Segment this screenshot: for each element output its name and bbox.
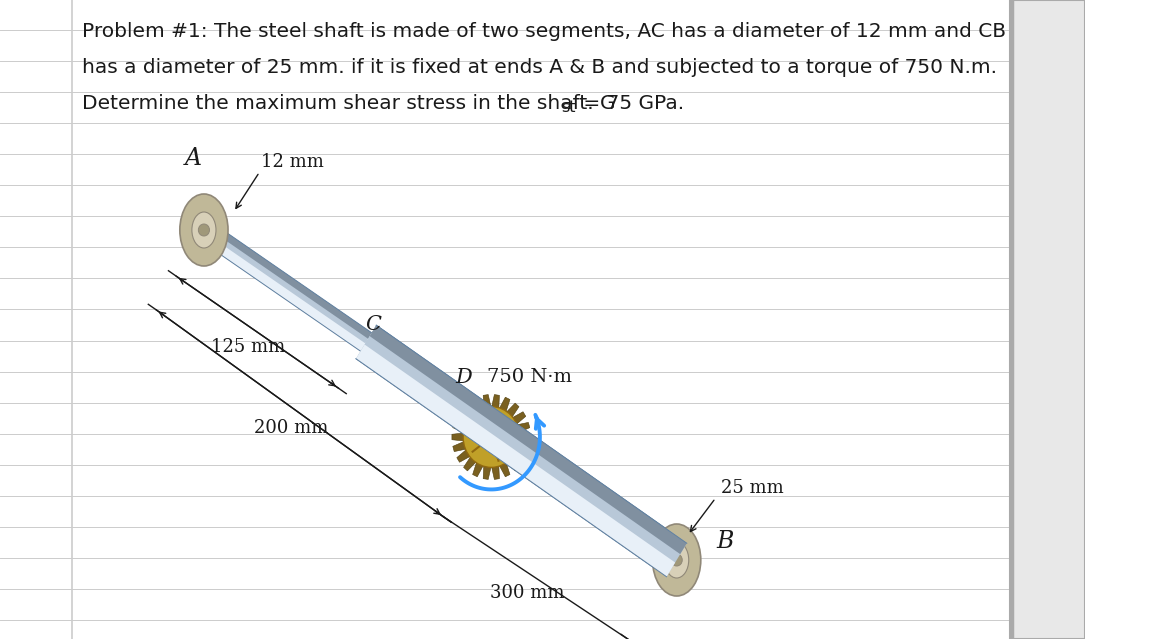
Circle shape <box>482 427 501 447</box>
Circle shape <box>487 433 496 442</box>
Circle shape <box>463 406 519 467</box>
Ellipse shape <box>653 524 701 596</box>
Polygon shape <box>500 397 510 411</box>
Polygon shape <box>517 422 530 432</box>
Ellipse shape <box>180 194 228 266</box>
Polygon shape <box>473 397 483 411</box>
Polygon shape <box>370 325 687 554</box>
Polygon shape <box>456 412 469 424</box>
Polygon shape <box>199 231 365 351</box>
Polygon shape <box>452 433 463 441</box>
Polygon shape <box>356 344 675 577</box>
Text: A: A <box>185 146 201 169</box>
Polygon shape <box>199 220 372 351</box>
Polygon shape <box>356 325 687 577</box>
Polygon shape <box>370 325 687 554</box>
Text: Problem #1: The steel shaft is made of two segments, AC has a diameter of 12 mm : Problem #1: The steel shaft is made of t… <box>82 22 1005 41</box>
Polygon shape <box>356 325 687 577</box>
Text: Determine the maximum shear stress in the shaft. G: Determine the maximum shear stress in th… <box>82 94 615 113</box>
Polygon shape <box>483 466 491 479</box>
Polygon shape <box>507 403 519 417</box>
Text: st: st <box>560 100 576 115</box>
Text: 200 mm: 200 mm <box>254 419 328 437</box>
Polygon shape <box>519 433 531 441</box>
Polygon shape <box>356 344 675 577</box>
Polygon shape <box>512 450 525 462</box>
Polygon shape <box>456 450 469 462</box>
Text: B: B <box>716 530 734 553</box>
Ellipse shape <box>665 542 689 578</box>
Polygon shape <box>453 442 466 452</box>
Circle shape <box>672 554 682 566</box>
Text: 300 mm: 300 mm <box>490 585 564 603</box>
Text: 125 mm: 125 mm <box>211 338 285 357</box>
Polygon shape <box>463 458 476 471</box>
Ellipse shape <box>192 212 216 248</box>
Text: 750 N·m: 750 N·m <box>487 368 572 386</box>
Text: 12 mm: 12 mm <box>261 153 324 171</box>
Text: has a diameter of 25 mm. if it is fixed at ends A & B and subjected to a torque : has a diameter of 25 mm. if it is fixed … <box>82 58 997 77</box>
Polygon shape <box>483 394 491 408</box>
Text: D: D <box>455 367 472 387</box>
Bar <box>1011 0 1085 639</box>
Text: C: C <box>365 314 381 334</box>
Polygon shape <box>512 412 525 424</box>
Polygon shape <box>507 458 519 471</box>
Polygon shape <box>517 442 530 452</box>
Polygon shape <box>491 466 500 479</box>
Polygon shape <box>463 403 476 417</box>
Circle shape <box>199 224 209 236</box>
Polygon shape <box>500 463 510 477</box>
Polygon shape <box>473 463 483 477</box>
Text: = 75 GPa.: = 75 GPa. <box>578 94 684 113</box>
Polygon shape <box>206 220 372 339</box>
Polygon shape <box>453 422 466 432</box>
Polygon shape <box>491 394 500 408</box>
Text: 25 mm: 25 mm <box>721 479 784 497</box>
